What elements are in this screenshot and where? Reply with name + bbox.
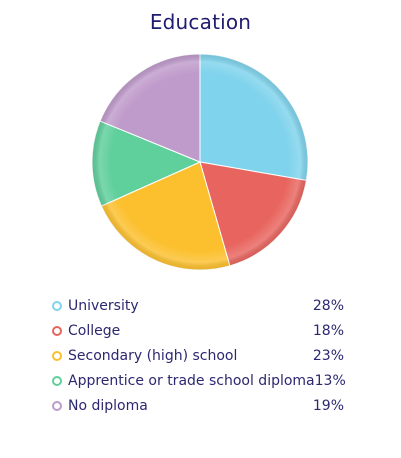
legend-item-secondary-school[interactable]: Secondary (high) school 23% (52, 343, 344, 368)
legend-marker-apprentice-trade (52, 375, 62, 386)
legend-value-no-diploma: 19% (312, 397, 344, 414)
legend-item-college[interactable]: College 18% (52, 318, 344, 343)
pie-slice-university[interactable] (199, 53, 309, 181)
pie-chart (91, 53, 309, 271)
legend-item-apprentice-trade[interactable]: Apprentice or trade school diploma 13% (52, 368, 346, 393)
legend-label-university: University (68, 297, 139, 314)
legend-item-university[interactable]: University 28% (52, 293, 344, 318)
legend-marker-no-diploma (52, 400, 62, 411)
legend-marker-university (52, 300, 62, 311)
legend-label-college: College (68, 322, 121, 339)
legend-value-university: 28% (312, 297, 344, 314)
legend-item-no-diploma[interactable]: No diploma 19% (52, 393, 344, 418)
legend-marker-secondary-school (52, 350, 62, 361)
chart-title: Education (149, 10, 252, 34)
legend-label-secondary-school: Secondary (high) school (68, 347, 238, 364)
legend-value-apprentice-trade: 13% (314, 372, 346, 389)
legend: University 28% College 18% Secondary (hi… (52, 293, 346, 418)
legend-label-no-diploma: No diploma (68, 397, 148, 414)
legend-label-apprentice-trade: Apprentice or trade school diploma (68, 372, 315, 389)
legend-value-college: 18% (312, 322, 344, 339)
legend-marker-college (52, 325, 62, 336)
legend-value-secondary-school: 23% (312, 347, 344, 364)
